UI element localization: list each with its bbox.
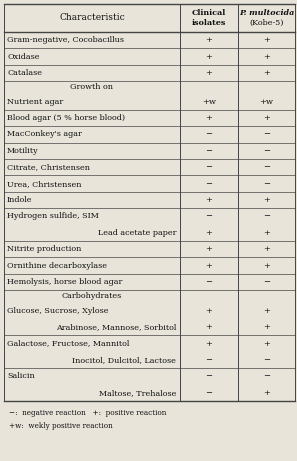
Text: P. multocida: P. multocida	[239, 9, 294, 17]
Text: −: −	[206, 147, 212, 155]
Text: Galactose, Fructose, Mannitol: Galactose, Fructose, Mannitol	[7, 340, 129, 348]
Text: −: −	[263, 278, 270, 286]
Text: Urea, Christensen: Urea, Christensen	[7, 180, 81, 188]
Text: +: +	[263, 53, 270, 60]
Text: −: −	[263, 130, 270, 138]
Text: Motility: Motility	[7, 147, 39, 155]
Text: +: +	[263, 114, 270, 122]
Text: +: +	[206, 69, 212, 77]
Text: +: +	[206, 196, 212, 204]
Text: +: +	[206, 36, 212, 44]
Text: +: +	[206, 323, 212, 331]
Text: −: −	[263, 213, 270, 220]
Text: Clinical
isolates: Clinical isolates	[192, 9, 226, 27]
Text: −: −	[263, 356, 270, 364]
Text: −: −	[263, 372, 270, 380]
Text: +: +	[263, 389, 270, 397]
Text: +: +	[206, 114, 212, 122]
Text: Catalase: Catalase	[7, 69, 42, 77]
Text: −: −	[206, 130, 212, 138]
Text: +: +	[206, 340, 212, 348]
Text: −: −	[263, 180, 270, 188]
Text: −:  negative reaction   +:  positive reaction: −: negative reaction +: positive reactio…	[9, 409, 166, 417]
Text: −: −	[206, 163, 212, 171]
Text: +: +	[206, 245, 212, 253]
Text: +: +	[263, 36, 270, 44]
Text: +w: +w	[202, 98, 216, 106]
Text: +: +	[263, 196, 270, 204]
Text: Gram-negative, Cocobacillus: Gram-negative, Cocobacillus	[7, 36, 124, 44]
Text: +: +	[263, 323, 270, 331]
Text: +: +	[206, 53, 212, 60]
Text: Oxidase: Oxidase	[7, 53, 40, 60]
Text: Inocitol, Dulcitol, Lactose: Inocitol, Dulcitol, Lactose	[72, 356, 176, 364]
Text: Nutrient agar: Nutrient agar	[7, 98, 63, 106]
Text: +w:  wekly positive reaction: +w: wekly positive reaction	[9, 422, 113, 430]
Text: Indole: Indole	[7, 196, 32, 204]
Text: +: +	[206, 307, 212, 315]
Text: Arabinose, Mannose, Sorbitol: Arabinose, Mannose, Sorbitol	[56, 323, 176, 331]
Text: −: −	[263, 147, 270, 155]
Text: −: −	[206, 213, 212, 220]
Text: MacConkey's agar: MacConkey's agar	[7, 130, 82, 138]
Text: Hydrogen sulfide, SIM: Hydrogen sulfide, SIM	[7, 213, 99, 220]
Text: Lead acetate paper: Lead acetate paper	[97, 229, 176, 237]
Text: Glucose, Sucrose, Xylose: Glucose, Sucrose, Xylose	[7, 307, 108, 315]
Text: +: +	[263, 69, 270, 77]
Text: Hemolysis, horse blood agar: Hemolysis, horse blood agar	[7, 278, 122, 286]
Text: −: −	[206, 356, 212, 364]
Text: +: +	[263, 229, 270, 237]
Text: +: +	[206, 262, 212, 270]
Text: +: +	[263, 245, 270, 253]
Text: Carbohydrates: Carbohydrates	[62, 292, 122, 301]
Text: Nitrite production: Nitrite production	[7, 245, 81, 253]
Text: +: +	[263, 307, 270, 315]
Text: Citrate, Christensen: Citrate, Christensen	[7, 163, 90, 171]
Text: Characteristic: Characteristic	[59, 13, 125, 23]
Text: +: +	[263, 340, 270, 348]
Text: Ornithine decarboxylase: Ornithine decarboxylase	[7, 262, 107, 270]
Text: −: −	[206, 278, 212, 286]
Text: +: +	[206, 229, 212, 237]
Text: Maltose, Trehalose: Maltose, Trehalose	[99, 389, 176, 397]
Text: Salicin: Salicin	[7, 372, 35, 380]
Text: −: −	[206, 372, 212, 380]
Text: +w: +w	[260, 98, 274, 106]
Text: Growth on: Growth on	[70, 83, 113, 91]
Text: −: −	[206, 389, 212, 397]
Text: (Kobe-5): (Kobe-5)	[249, 19, 284, 27]
Text: −: −	[206, 180, 212, 188]
Text: Blood agar (5 % horse blood): Blood agar (5 % horse blood)	[7, 114, 125, 122]
Text: +: +	[263, 262, 270, 270]
Text: −: −	[263, 163, 270, 171]
